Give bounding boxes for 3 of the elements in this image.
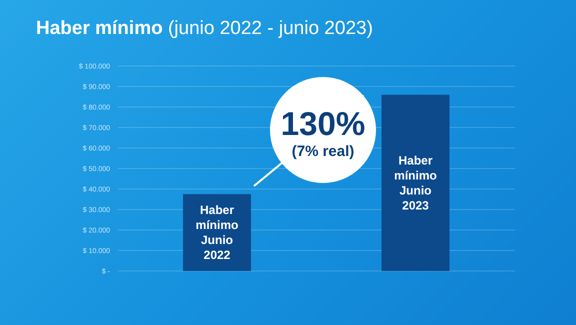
x-tick-label: Haber mínimo Junio 2023 <box>394 153 437 212</box>
x-tick-label: Haber mínimo Junio 2022 <box>196 203 238 262</box>
chart-title: Haber mínimo (junio 2022 - junio 2023) <box>36 18 373 40</box>
